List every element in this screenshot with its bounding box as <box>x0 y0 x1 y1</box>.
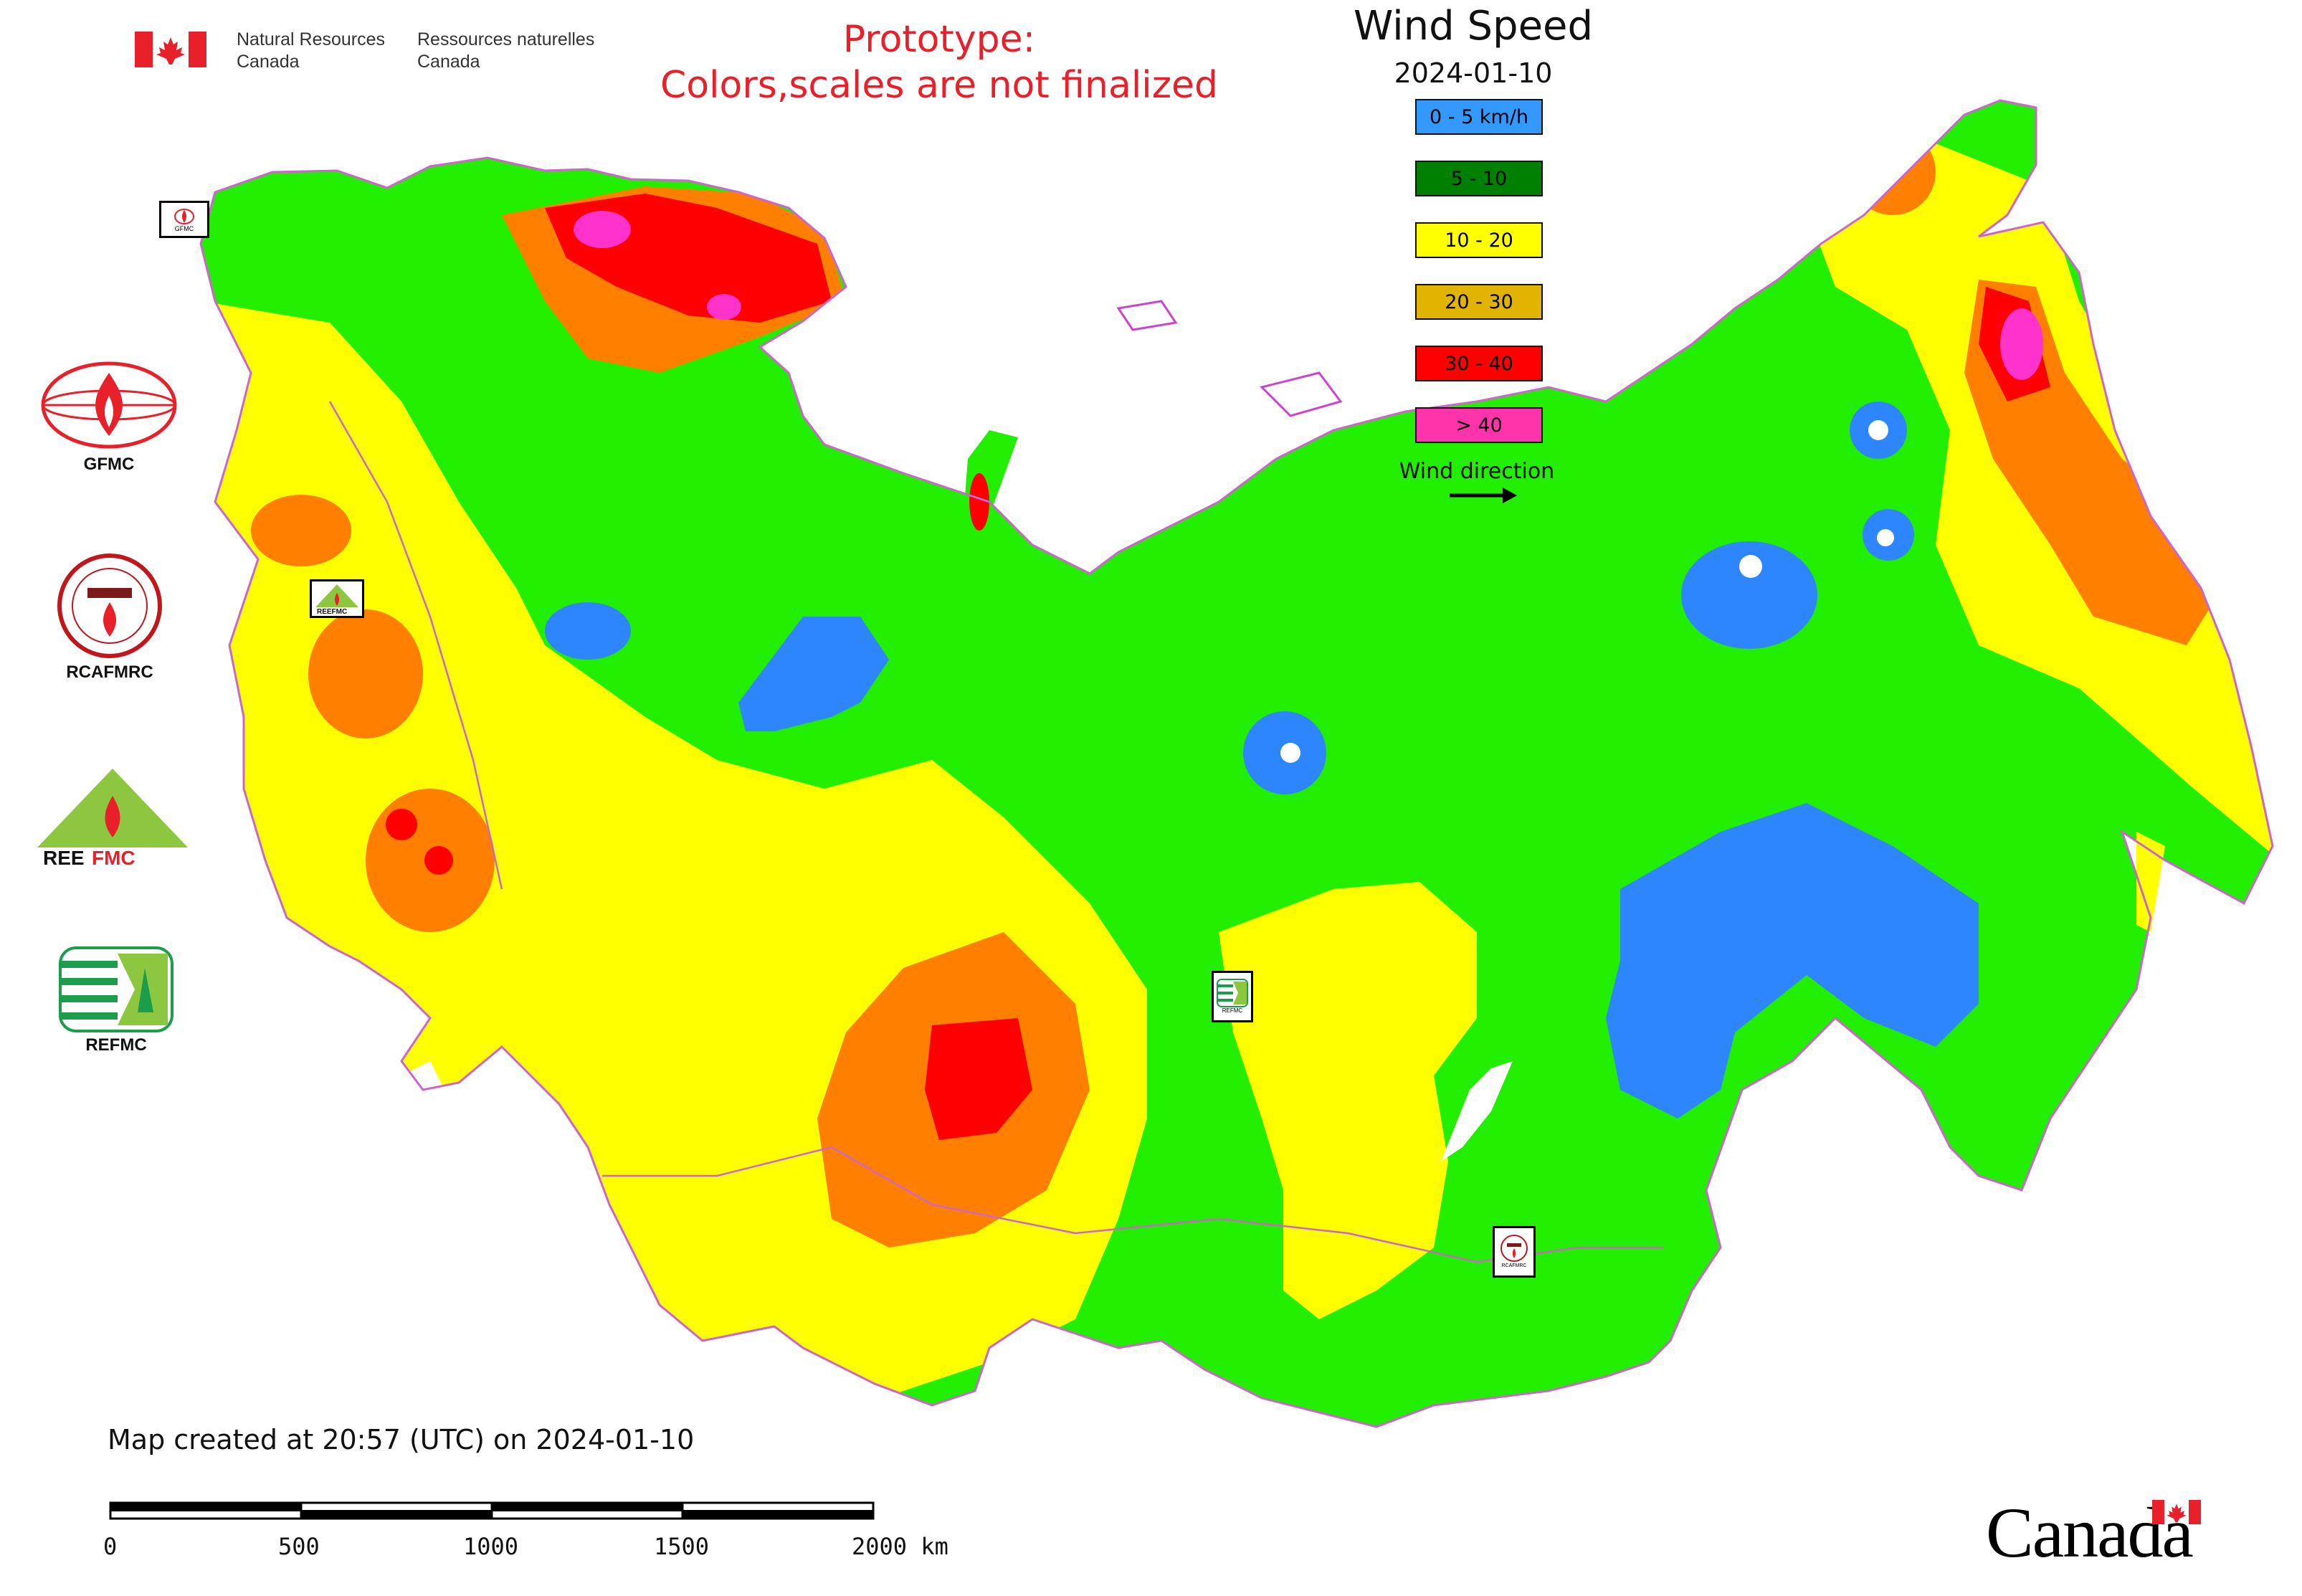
zone-strong-chukotka <box>1850 129 1936 215</box>
zone-calm-yakutia <box>1681 541 1817 649</box>
scale-bar <box>109 1501 875 1520</box>
marker-rcafmrc[interactable]: RCAFMRC <box>1493 1226 1536 1278</box>
zone-very-strong-chukotka <box>1907 108 1936 136</box>
svg-text:FMC: FMC <box>92 847 135 868</box>
agency-name-en: Natural Resources Canada <box>237 29 385 73</box>
wind-zones <box>201 108 2273 1405</box>
legend-title: Wind Speed <box>1353 3 1594 49</box>
agency-en-line1: Natural Resources <box>237 29 386 49</box>
lake-baikal <box>1441 1061 1513 1162</box>
refmc-caption: REFMC <box>85 1035 147 1055</box>
agency-en-line2: Canada <box>237 52 300 72</box>
border-west <box>328 401 503 890</box>
marker-gfmc[interactable]: GFMC <box>159 201 209 238</box>
scale-label-1000: 1000 <box>463 1533 519 1560</box>
legend-item-5-10: 5 - 10 <box>1415 161 1543 196</box>
zone-moderate-central <box>1219 882 1477 1319</box>
marker-rcafmrc-label: RCAFMRC <box>1501 1263 1527 1268</box>
prototype-subtitle: Colors,scales are not finalized <box>660 64 1219 107</box>
rcafmrc-logo: RCAFMRC <box>56 552 163 683</box>
wind-direction-arrow-icon <box>1450 488 1517 503</box>
canada-flag-icon <box>135 32 206 67</box>
refmc-logo: REFMC <box>59 946 173 1055</box>
legend-item-30-40: 30 - 40 <box>1415 346 1543 381</box>
agency-fr-line2: Canada <box>417 52 480 72</box>
marker-rcafmrc-icon <box>1500 1235 1528 1262</box>
scale-label-2000km: 2000 km <box>852 1533 948 1560</box>
agency-fr-line1: Ressources naturelles <box>417 29 595 49</box>
rcafmrc-seal-icon <box>57 554 162 658</box>
scale-label-0: 0 <box>103 1533 118 1560</box>
reefmc-triangle-icon: REE FMC <box>37 769 188 869</box>
gfmc-logo: GFMC <box>37 358 181 475</box>
marker-refmc-label: REFMC <box>1222 1007 1243 1014</box>
zone-extreme-north <box>574 211 631 248</box>
canada-wordmark-flag-icon <box>2152 1500 2201 1524</box>
zone-very-strong-kazakhstan <box>925 1018 1032 1140</box>
legend-date: 2024-01-10 <box>1394 57 1553 89</box>
prototype-title: Prototype: <box>842 18 1036 61</box>
zone-extreme-north-2 <box>707 294 741 320</box>
lake-dot <box>1868 420 1888 440</box>
lake-dot <box>1280 743 1300 763</box>
svg-text:REE: REE <box>43 847 85 868</box>
zone-very-strong-south <box>386 809 417 840</box>
marker-reefmc[interactable]: REEFMC <box>310 579 364 618</box>
legend-item-20-30: 20 - 30 <box>1415 284 1543 320</box>
scale-label-500: 500 <box>278 1533 320 1560</box>
legend-item-over-40: > 40 <box>1415 407 1543 443</box>
zone-calm-west <box>545 602 631 660</box>
zone-very-strong-south-2 <box>424 846 453 875</box>
zone-calm-ural <box>738 617 889 731</box>
marker-refmc-icon <box>1217 979 1248 1007</box>
marker-gfmc-label: GFMC <box>174 224 194 232</box>
island-novaya-zemlya-wind <box>969 473 989 531</box>
zone-calm-amur <box>1606 803 1979 1118</box>
reefmc-logo: REE FMC <box>36 767 190 870</box>
rcafmrc-caption: RCAFMRC <box>66 662 153 682</box>
wind-direction-label: Wind direction <box>1399 459 1555 484</box>
marker-reefmc-label: REEFMC <box>317 608 347 614</box>
island-franz-josef <box>1116 300 1178 331</box>
refmc-sigma-icon <box>59 946 173 1032</box>
scale-label-1500: 1500 <box>654 1533 710 1560</box>
legend-item-10-20: 10 - 20 <box>1415 222 1543 258</box>
zone-extreme-kamchatka <box>2000 308 2043 380</box>
gfmc-caption: GFMC <box>83 455 135 474</box>
lake-dot <box>1877 529 1894 546</box>
marker-reefmc-icon: REEFMC <box>315 584 358 614</box>
zone-strong-volga <box>308 609 423 738</box>
map-created-timestamp: Map created at 20:57 (UTC) on 2024-01-10 <box>108 1424 695 1455</box>
zone-strong-moscow <box>251 495 351 566</box>
marker-refmc[interactable]: REFMC <box>1212 971 1253 1022</box>
legend-item-0-5: 0 - 5 km/h <box>1415 99 1543 135</box>
gfmc-globe-icon <box>41 361 177 449</box>
marker-gfmc-icon <box>174 208 194 224</box>
caspian-sea <box>401 1061 459 1219</box>
agency-name-fr: Ressources naturelles Canada <box>417 29 594 73</box>
lake-dot <box>1739 555 1762 578</box>
island-severnaya-zemlya <box>1260 371 1343 417</box>
